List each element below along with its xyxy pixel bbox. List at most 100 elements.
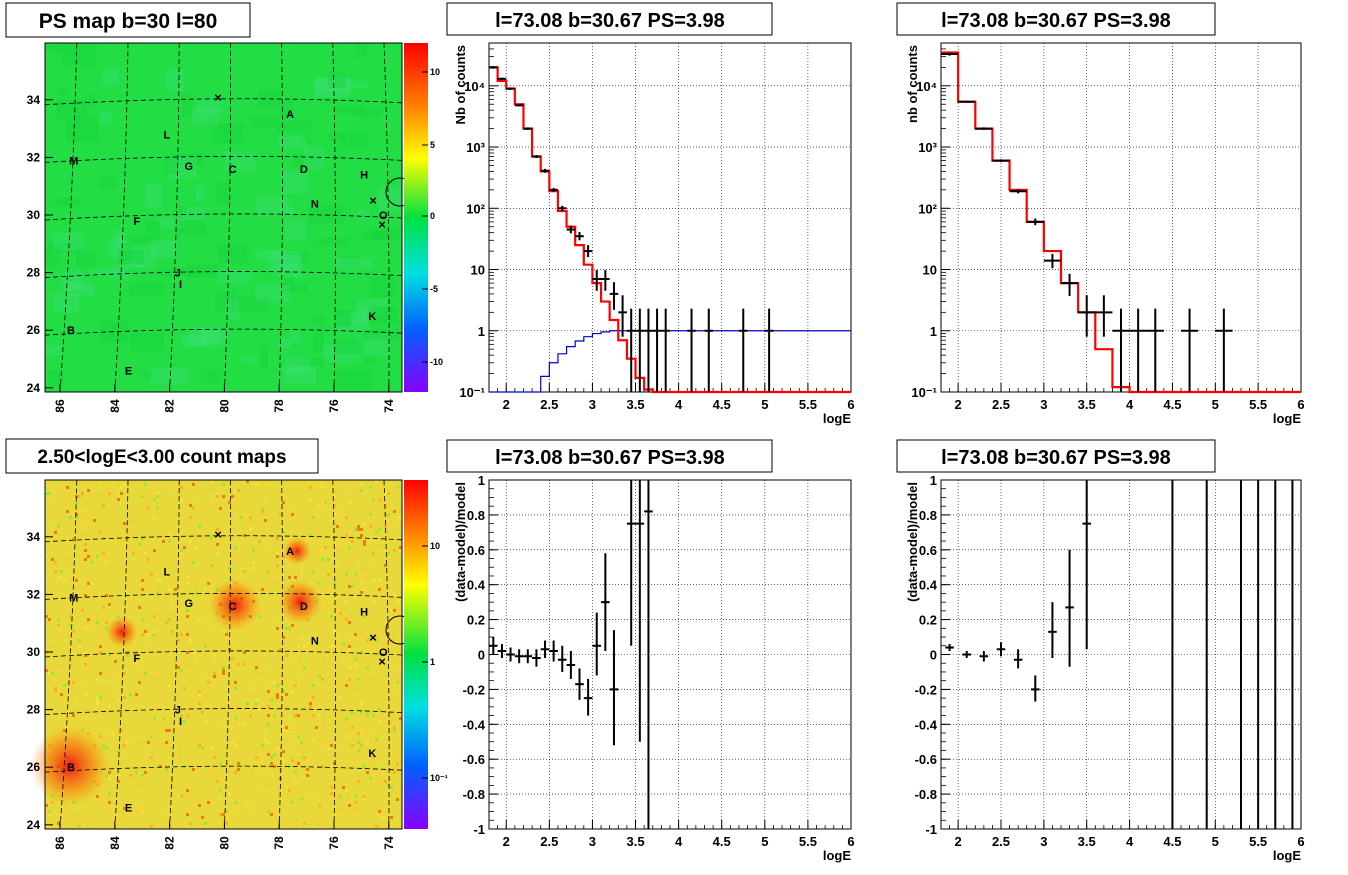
chart-y-tick-label: 1 <box>478 473 485 488</box>
count-map-pixel <box>156 507 159 510</box>
count-map-pixel <box>351 711 354 714</box>
count-map-pixel <box>99 681 102 684</box>
count-map-pixel <box>120 729 123 732</box>
ps-map-pixel <box>182 93 193 118</box>
ps-map-pixel <box>240 355 259 363</box>
count-map-pixel <box>336 564 339 567</box>
count-map-pixel <box>303 504 306 507</box>
count-map-pixel <box>102 552 105 555</box>
count-map-pixel <box>192 507 195 510</box>
count-map-pixel <box>282 501 285 504</box>
count-map-pixel <box>204 720 207 723</box>
count-map-pixel <box>321 480 324 483</box>
count-map-pixel <box>180 795 183 798</box>
count-map-pixel <box>144 771 147 774</box>
count-map-pixel <box>183 546 186 549</box>
count-map-pixel <box>357 780 360 783</box>
count-map-pixel <box>165 813 168 816</box>
count-map-pixel <box>135 771 138 774</box>
count-map-pixel <box>261 759 264 762</box>
count-map-pixel <box>354 801 357 804</box>
ps-map-pixel <box>346 81 370 88</box>
count-map-pixel <box>354 633 357 636</box>
count-map-pixel <box>384 492 387 495</box>
count-map-pixel <box>360 573 363 576</box>
count-map-pixel <box>45 804 48 807</box>
map-source-label: G <box>184 598 193 610</box>
chart-x-tick-label: 2.5 <box>992 834 1010 849</box>
count-map-pixel <box>378 762 381 765</box>
count-map-pixel <box>216 552 219 555</box>
count-map-pixel <box>135 663 138 666</box>
ps-map-pixel <box>151 240 177 258</box>
ps-map-pixel <box>292 153 323 167</box>
count-map-pixel <box>345 489 348 492</box>
count-map-pixel <box>393 594 396 597</box>
count-map-pixel <box>222 669 225 672</box>
count-map-pixel <box>276 555 279 558</box>
count-map-pixel <box>312 825 315 828</box>
count-map-pixel <box>114 696 117 699</box>
count-map-pixel <box>222 483 225 486</box>
count-map-pixel <box>324 678 327 681</box>
chart-y-tick-label: 10³ <box>466 140 485 155</box>
ps-map-pixel <box>45 345 62 356</box>
ps-map-pixel <box>314 77 350 98</box>
map-source-label: J <box>175 268 181 280</box>
count-map-pixel <box>372 714 375 717</box>
count-map-pixel <box>348 648 351 651</box>
count-map-pixel <box>90 627 93 630</box>
count-map-pixel <box>357 564 360 567</box>
count-map-pixel <box>363 615 366 618</box>
count-map-pixel <box>351 744 354 747</box>
count-map-pixel <box>324 501 327 504</box>
count-map-pixel <box>369 567 372 570</box>
chart-y-tick-label: 10² <box>466 201 485 216</box>
count-map-pixel <box>291 624 294 627</box>
count-map-pixel <box>141 660 144 663</box>
count-map-pixel <box>189 540 192 543</box>
count-map-pixel <box>318 582 321 585</box>
count-map-pixel <box>399 717 402 720</box>
count-map-pixel <box>138 606 141 609</box>
count-map-pixel <box>279 639 282 642</box>
count-map-pixel <box>327 726 330 729</box>
count-map-pixel <box>78 645 81 648</box>
ps-map-pixel <box>356 298 388 313</box>
count-map-pixel <box>228 696 231 699</box>
count-map-pixel <box>126 480 129 483</box>
count-map-pixel <box>150 597 153 600</box>
count-map-pixel <box>369 513 372 516</box>
count-map-pixel <box>57 618 60 621</box>
count-map-pixel <box>225 816 228 819</box>
count-map-pixel <box>315 690 318 693</box>
count-map-pixel <box>381 774 384 777</box>
count-map-pixel <box>336 537 339 540</box>
count-map-pixel <box>195 591 198 594</box>
count-map-pixel <box>84 510 87 513</box>
map-x-tick-label: 74 <box>382 836 396 850</box>
map-source-label: O <box>379 210 388 222</box>
count-map-pixel <box>234 489 237 492</box>
chart-x-axis-label: logE <box>1273 848 1301 863</box>
count-map-pixel <box>276 552 279 555</box>
count-map-pixel <box>84 528 87 531</box>
count-map-pixel <box>150 756 153 759</box>
count-map-pixel <box>54 690 57 693</box>
count-map-pixel <box>345 684 348 687</box>
ps-map-pixel <box>56 99 87 120</box>
count-map-pixel <box>204 645 207 648</box>
count-map-pixel <box>180 486 183 489</box>
chart-y-tick-label: 0 <box>478 648 485 663</box>
count-map-pixel <box>279 735 282 738</box>
ps-map-pixel <box>168 156 197 179</box>
map-y-tick-label: 34 <box>27 530 41 544</box>
chart-title: l=73.08 b=30.67 PS=3.98 <box>495 447 725 469</box>
count-map-pixel <box>54 678 57 681</box>
count-map-pixel <box>138 543 141 546</box>
count-map-pixel <box>210 537 213 540</box>
count-map-pixel <box>57 669 60 672</box>
count-map-pixel <box>267 705 270 708</box>
count-map-pixel <box>48 810 51 813</box>
count-map-pixel <box>147 708 150 711</box>
